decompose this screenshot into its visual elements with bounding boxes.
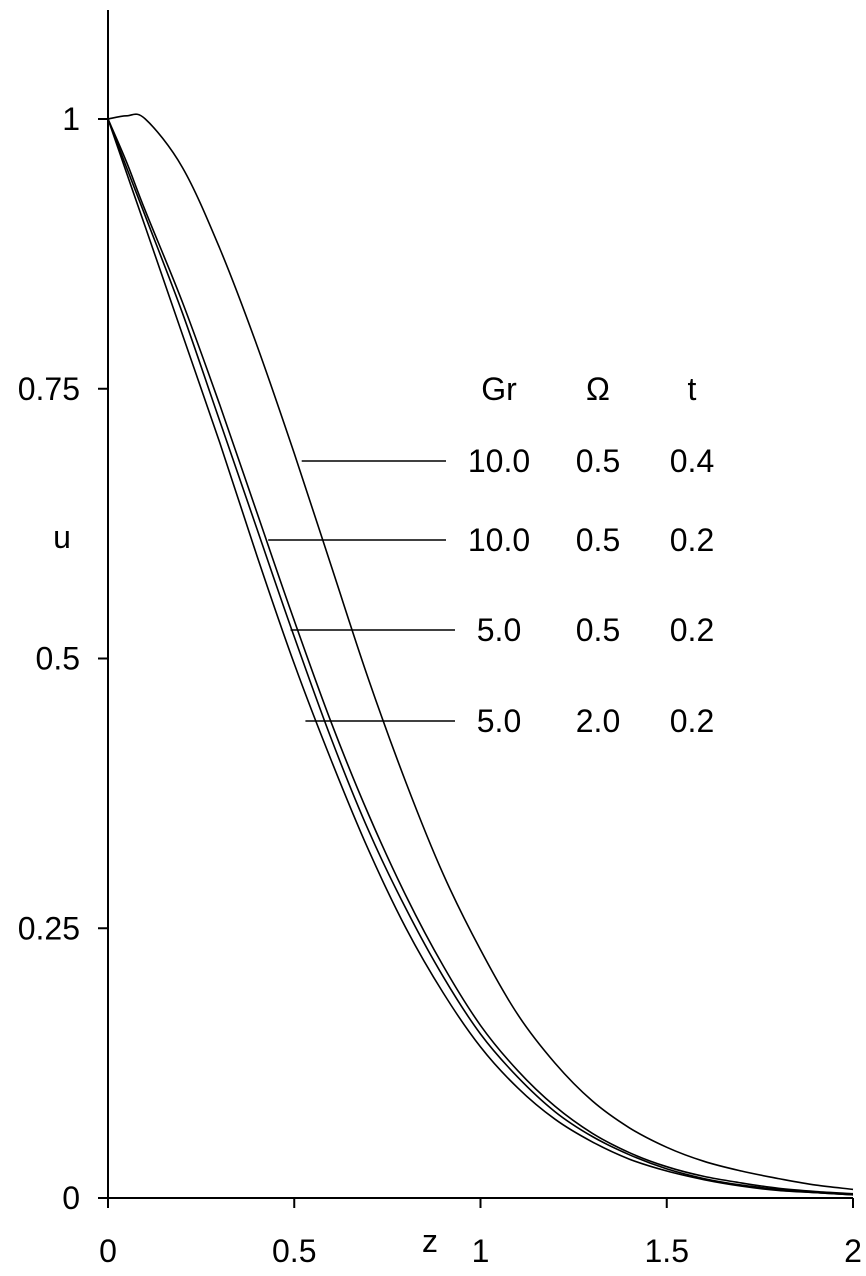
- legend-cell: 2.0: [576, 703, 620, 739]
- x-tick-label: 2: [844, 1233, 862, 1269]
- x-tick-label: 1.5: [645, 1233, 689, 1269]
- legend-cell: 0.2: [670, 522, 714, 558]
- series-line-3: [107, 118, 854, 1196]
- legend-cell: 10.0: [468, 443, 530, 479]
- tick-labels: 0 0.5 1 1.5 2 0 0.25 0.5 0.75 1: [18, 101, 862, 1269]
- legend-cell: 0.4: [670, 443, 714, 479]
- legend-cell: 0.5: [576, 522, 620, 558]
- y-tick-label: 0.75: [18, 371, 80, 407]
- legend-cell: 0.5: [576, 443, 620, 479]
- legend-cell: 5.0: [477, 703, 521, 739]
- legend-cell: 0.5: [576, 612, 620, 648]
- y-tick-label: 0.5: [36, 641, 80, 677]
- axes: [107, 10, 853, 1199]
- ticks: [98, 118, 854, 1208]
- legend-cell: 10.0: [468, 522, 530, 558]
- y-tick-label: 0.25: [18, 910, 80, 946]
- x-tick-label: 0: [99, 1233, 117, 1269]
- legend-cell: 0.2: [670, 703, 714, 739]
- legend-header-2: Ω: [586, 371, 610, 407]
- x-tick-label: 0.5: [272, 1233, 316, 1269]
- y-tick-label: 1: [62, 101, 80, 137]
- leader-lines: [268, 460, 455, 722]
- series-line-2: [107, 118, 854, 1195]
- legend-cell: 5.0: [477, 612, 521, 648]
- y-tick-label: 0: [62, 1180, 80, 1216]
- legend-cell: 0.2: [670, 612, 714, 648]
- legend-header-3: t: [688, 371, 697, 407]
- y-axis-label: u: [53, 519, 71, 555]
- series-line-1: [107, 113, 854, 1191]
- series-group: [107, 113, 854, 1196]
- x-tick-label: 1: [472, 1233, 490, 1269]
- x-axis-label: z: [422, 1223, 438, 1259]
- series-line-4: [107, 118, 854, 1196]
- legend-header-1: Gr: [481, 371, 517, 407]
